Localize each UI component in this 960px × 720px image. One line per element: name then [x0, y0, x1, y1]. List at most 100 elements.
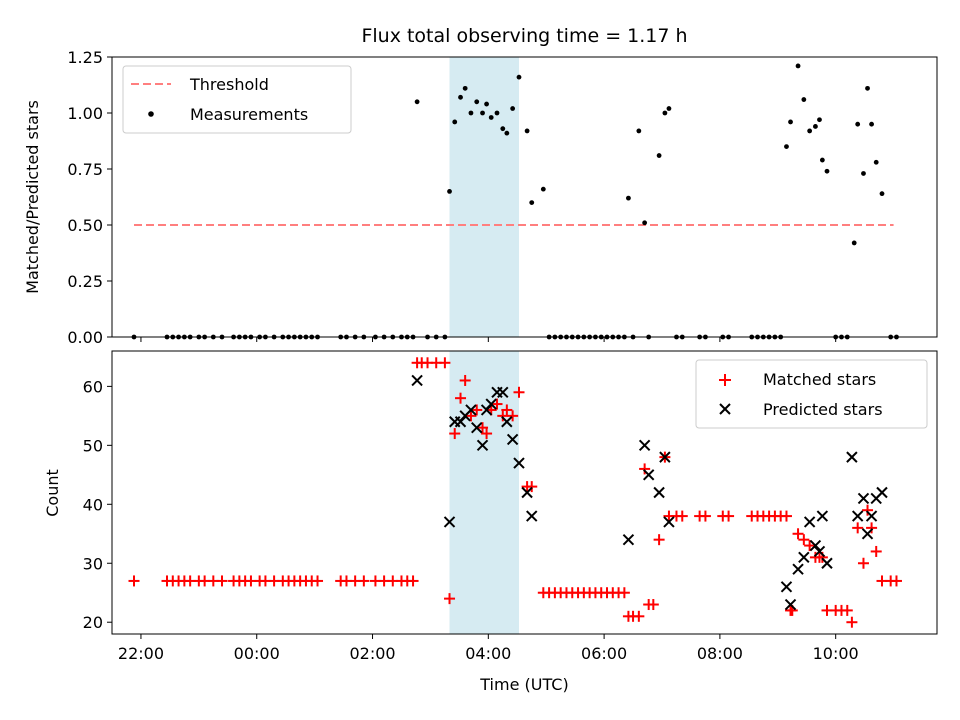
measurement-point — [636, 128, 642, 134]
measurements-series — [131, 63, 899, 340]
x-tick-label: 06:00 — [581, 644, 627, 663]
bottom-legend-box — [695, 359, 928, 429]
measurement-point — [447, 189, 452, 194]
chart-title: Flux total observing time = 1.17 h — [361, 25, 687, 47]
x-tick-label: 02:00 — [349, 644, 395, 663]
legend-threshold-label: Threshold — [189, 75, 269, 94]
matched-star-point — [481, 428, 493, 440]
bottom-axes-frame — [111, 350, 938, 635]
top-y-tick-label: 0.25 — [67, 272, 103, 291]
predicted-star-point — [876, 486, 888, 499]
predicted-star-point — [443, 516, 456, 528]
predicted-star-point — [821, 557, 833, 569]
top-legend: Threshold Measurements — [122, 65, 352, 134]
measurement-point — [869, 121, 874, 127]
predicted-star-point — [521, 486, 533, 499]
matched-star-point — [477, 422, 489, 434]
measurement-point — [855, 121, 861, 127]
predicted-star-point — [792, 563, 804, 575]
predicted-star-point — [471, 421, 483, 434]
measurement-point — [807, 128, 813, 134]
predicted-star-point — [465, 404, 477, 416]
predicted-star-point — [816, 510, 829, 522]
predicted-star-point — [506, 433, 519, 446]
matched-star-point — [465, 410, 477, 422]
measurement-point — [414, 99, 420, 105]
measurement-point — [801, 97, 807, 102]
matched-star-point — [497, 410, 509, 422]
measurement-point — [524, 128, 530, 134]
matched-star-point — [857, 557, 869, 569]
predicted-star-point — [526, 510, 538, 522]
legend-measurements-label: Measurements — [190, 105, 308, 124]
bottom-x-ticks: 22:00 00:00 02:00 04:00 06:00 08:00 10:00 — [118, 634, 859, 663]
predicted-star-point — [642, 469, 655, 481]
matched-star-point — [870, 545, 882, 557]
predicted-star-point — [638, 439, 651, 452]
predicted-star-point — [622, 533, 635, 546]
measurement-point — [784, 144, 789, 150]
measurement-point — [865, 85, 870, 91]
bottom-y-axis-label: Count — [43, 469, 62, 517]
measurement-point — [642, 220, 648, 226]
measurement-point — [516, 74, 522, 80]
measurement-point — [626, 195, 631, 201]
matched-star-point — [439, 357, 451, 369]
predicted-star-point — [476, 439, 489, 452]
legend-measurements-swatch — [148, 111, 154, 117]
predicted-star-point — [865, 510, 878, 522]
top-axes-frame — [111, 56, 938, 338]
bottom-y-tick-label: 30 — [83, 554, 103, 573]
top-x-ticks — [140, 337, 837, 342]
matched-star-point — [792, 528, 804, 540]
predicted-star-point — [861, 528, 874, 540]
measurement-point — [788, 119, 793, 125]
x-tick-label: 10:00 — [813, 644, 859, 663]
matched-star-point — [618, 587, 630, 599]
predicted-star-point — [809, 539, 822, 552]
matched-star-point — [513, 386, 525, 398]
predicted-star-point — [659, 451, 671, 463]
matched-star-point — [723, 510, 735, 522]
matched-star-point — [639, 463, 651, 475]
predicted-star-point — [653, 486, 665, 499]
top-y-tick-label: 1.00 — [67, 104, 103, 123]
bottom-y-ticks: 20 30 40 50 60 — [83, 377, 112, 632]
top-y-tick-label: 0.50 — [67, 216, 103, 235]
measurement-point — [468, 110, 474, 116]
matched-star-point — [449, 428, 461, 440]
x-tick-label: 04:00 — [465, 644, 511, 663]
measurement-point — [851, 240, 857, 246]
predicted-star-point — [780, 581, 793, 593]
predicted-star-point — [798, 551, 810, 564]
predicted-star-point — [497, 386, 509, 398]
measurement-point — [666, 106, 672, 111]
matched-star-point — [455, 392, 467, 404]
bottom-y-tick-label: 40 — [83, 495, 103, 514]
matched-star-point — [128, 575, 140, 587]
measurement-point — [819, 157, 825, 163]
measurement-point — [540, 186, 546, 192]
matched-star-point — [852, 522, 864, 534]
matched-star-point — [507, 410, 519, 422]
matched-star-point — [526, 481, 538, 493]
top-legend-box — [122, 65, 352, 134]
x-tick-label: 22:00 — [118, 644, 164, 663]
measurement-point — [488, 115, 494, 120]
predicted-star-point — [784, 598, 797, 611]
matched-star-point — [491, 398, 503, 410]
measurement-point — [474, 99, 480, 105]
predicted-star-point — [501, 416, 513, 428]
top-y-ticks: 0.00 0.25 0.50 0.75 1.00 1.25 — [67, 48, 112, 347]
bottom-panel: 20 30 40 50 60 22:00 00:00 02:00 04:00 06:00 08:0… — [43, 350, 938, 694]
measurement-point — [861, 171, 866, 176]
matched-star-point — [798, 534, 810, 546]
measurement-point — [813, 124, 818, 129]
matched-star-point — [647, 599, 659, 611]
matched-star-point — [501, 404, 513, 416]
measurement-point — [656, 153, 662, 158]
measurement-point — [480, 110, 485, 116]
matched-star-point — [841, 604, 853, 616]
measurement-point — [504, 130, 510, 136]
